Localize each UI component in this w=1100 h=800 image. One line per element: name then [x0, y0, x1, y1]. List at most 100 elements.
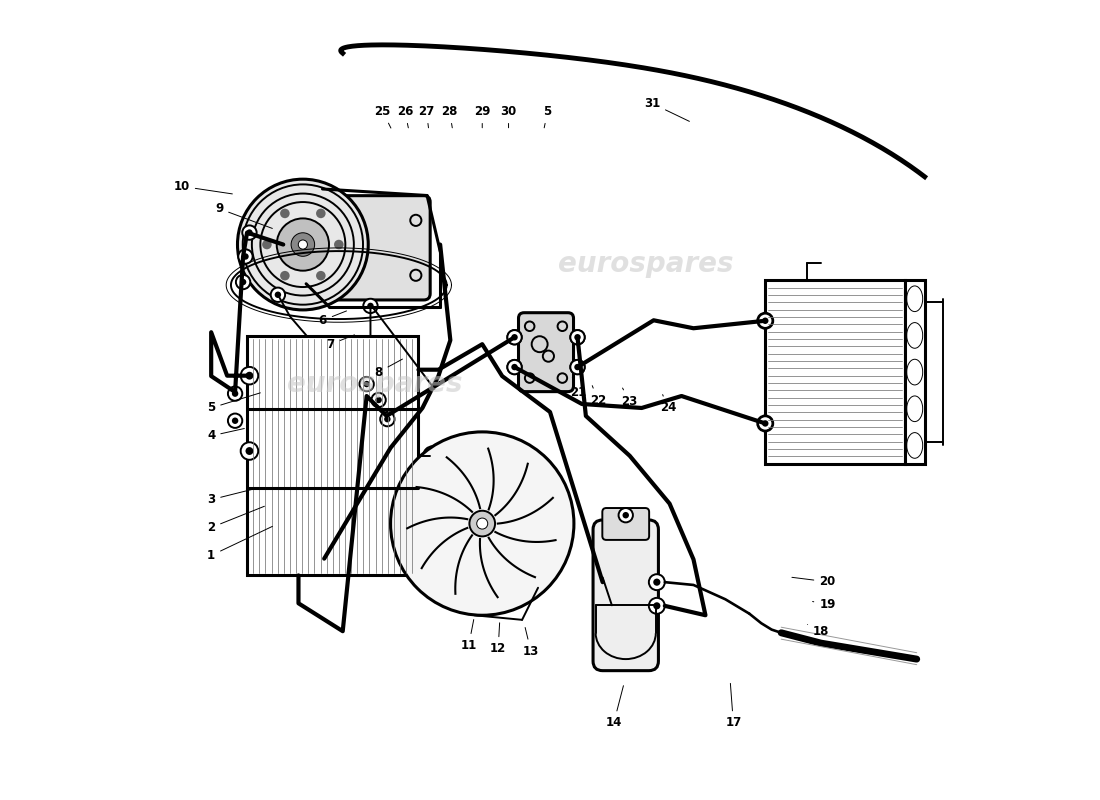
Circle shape — [570, 330, 585, 345]
Circle shape — [277, 218, 329, 270]
Circle shape — [653, 578, 660, 586]
Text: 5: 5 — [207, 393, 261, 414]
Circle shape — [232, 390, 239, 397]
Text: 18: 18 — [807, 625, 829, 638]
Circle shape — [507, 360, 521, 374]
Circle shape — [758, 416, 772, 430]
Circle shape — [240, 278, 246, 286]
Text: 12: 12 — [491, 623, 506, 655]
Text: 23: 23 — [621, 388, 638, 408]
Text: 11: 11 — [461, 619, 476, 652]
Circle shape — [360, 377, 374, 391]
Circle shape — [476, 518, 487, 529]
Circle shape — [623, 512, 629, 518]
Circle shape — [512, 364, 518, 370]
Circle shape — [235, 275, 250, 289]
Bar — [248, 336, 418, 575]
FancyBboxPatch shape — [603, 508, 649, 540]
Circle shape — [384, 416, 390, 422]
Circle shape — [242, 254, 249, 260]
Text: 21: 21 — [570, 378, 586, 398]
Text: 29: 29 — [474, 105, 491, 128]
Circle shape — [375, 397, 382, 403]
Circle shape — [245, 372, 253, 380]
Circle shape — [334, 240, 343, 250]
Bar — [905, 281, 925, 464]
Text: 1: 1 — [207, 526, 273, 562]
Circle shape — [298, 240, 307, 249]
Circle shape — [241, 367, 258, 385]
Circle shape — [239, 250, 253, 264]
FancyBboxPatch shape — [518, 313, 573, 392]
Circle shape — [574, 364, 581, 370]
Bar — [766, 281, 905, 464]
Text: 28: 28 — [441, 105, 458, 128]
Circle shape — [241, 442, 258, 460]
Text: 17: 17 — [725, 683, 741, 730]
Circle shape — [649, 598, 664, 614]
Text: 25: 25 — [374, 105, 390, 128]
Text: 10: 10 — [174, 180, 232, 194]
Text: 31: 31 — [644, 97, 690, 122]
Text: 26: 26 — [397, 105, 414, 128]
Text: 13: 13 — [522, 627, 539, 658]
Circle shape — [574, 334, 581, 341]
Text: 7: 7 — [327, 335, 354, 350]
FancyBboxPatch shape — [593, 520, 659, 670]
Circle shape — [228, 414, 242, 428]
Circle shape — [618, 508, 632, 522]
Circle shape — [271, 287, 285, 302]
Circle shape — [381, 412, 395, 426]
Circle shape — [292, 233, 315, 256]
Circle shape — [232, 418, 239, 424]
Circle shape — [470, 510, 495, 537]
Text: 14: 14 — [606, 686, 624, 730]
Circle shape — [316, 209, 326, 218]
Circle shape — [570, 330, 585, 345]
Circle shape — [238, 179, 368, 310]
Circle shape — [363, 298, 377, 313]
Circle shape — [761, 420, 769, 427]
Circle shape — [262, 240, 272, 250]
Text: eurospares: eurospares — [287, 370, 462, 398]
Circle shape — [507, 330, 521, 345]
Circle shape — [507, 360, 521, 374]
Circle shape — [367, 302, 374, 309]
Circle shape — [228, 386, 242, 401]
Circle shape — [363, 381, 370, 387]
Circle shape — [275, 291, 282, 298]
Circle shape — [574, 334, 581, 341]
Circle shape — [280, 209, 289, 218]
Circle shape — [512, 364, 518, 370]
Text: 6: 6 — [319, 311, 346, 326]
Text: 4: 4 — [207, 429, 244, 442]
Text: 2: 2 — [207, 506, 264, 534]
Text: 27: 27 — [418, 105, 434, 128]
Text: 20: 20 — [792, 575, 836, 588]
Text: 9: 9 — [214, 202, 273, 229]
Circle shape — [574, 364, 581, 370]
Circle shape — [762, 420, 769, 426]
Circle shape — [570, 360, 585, 374]
Circle shape — [390, 432, 574, 615]
Circle shape — [570, 360, 585, 374]
Circle shape — [761, 317, 769, 324]
Circle shape — [280, 271, 289, 281]
Circle shape — [757, 415, 773, 431]
Circle shape — [242, 226, 256, 240]
Circle shape — [246, 230, 253, 236]
Circle shape — [762, 318, 769, 324]
Text: 24: 24 — [660, 394, 676, 414]
Text: 19: 19 — [813, 598, 836, 611]
Circle shape — [245, 447, 253, 455]
Text: 22: 22 — [590, 386, 606, 406]
Text: 30: 30 — [500, 105, 517, 128]
Circle shape — [653, 602, 660, 610]
Circle shape — [757, 313, 773, 329]
Circle shape — [316, 271, 326, 281]
Text: 5: 5 — [543, 105, 552, 128]
Circle shape — [507, 330, 521, 345]
Circle shape — [758, 314, 772, 328]
Text: 8: 8 — [374, 359, 403, 378]
FancyBboxPatch shape — [319, 196, 430, 300]
